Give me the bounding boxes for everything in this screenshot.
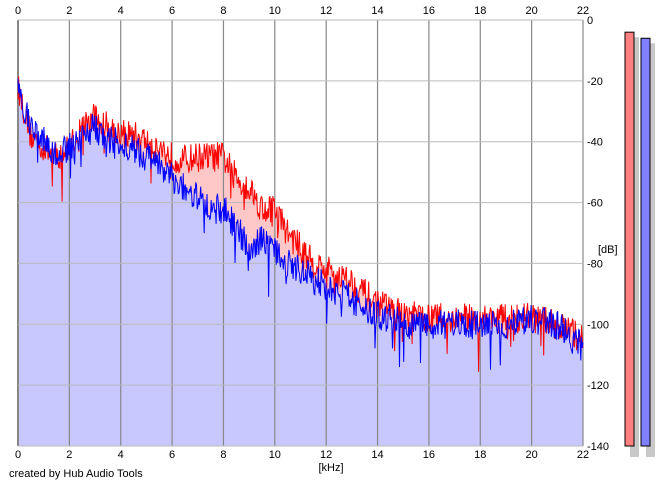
x-axis-label: [kHz] — [318, 462, 343, 474]
credit-text: created by Hub Audio Tools — [9, 468, 143, 480]
y-tick: -80 — [587, 258, 603, 270]
y-tick: -40 — [587, 137, 603, 149]
x-tick-bottom: 10 — [269, 449, 281, 461]
x-tick-top: 12 — [320, 5, 332, 17]
y-tick: -60 — [587, 198, 603, 210]
x-tick-bottom: 18 — [474, 449, 486, 461]
left-level-meter — [624, 31, 635, 447]
x-tick-bottom: 12 — [320, 449, 332, 461]
x-tick-bottom: 20 — [526, 449, 538, 461]
x-tick-bottom: 6 — [169, 449, 175, 461]
x-tick-bottom: 16 — [423, 449, 435, 461]
x-tick-bottom: 8 — [220, 449, 226, 461]
x-tick-bottom: 14 — [371, 449, 383, 461]
right-level-meter — [640, 37, 651, 447]
x-tick-top: 2 — [66, 5, 72, 17]
x-tick-bottom: 22 — [577, 449, 589, 461]
y-axis-label: [dB] — [598, 244, 618, 256]
x-tick-bottom: 2 — [66, 449, 72, 461]
x-tick-bottom: 4 — [118, 449, 124, 461]
x-tick-bottom: 0 — [15, 449, 21, 461]
y-tick: -120 — [587, 380, 609, 392]
y-tick: -20 — [587, 76, 603, 88]
series-line-1 — [17, 78, 584, 370]
x-tick-top: 22 — [577, 5, 589, 17]
y-tick: -100 — [587, 319, 609, 331]
x-tick-top: 10 — [269, 5, 281, 17]
x-tick-top: 8 — [220, 5, 226, 17]
x-tick-top: 4 — [118, 5, 124, 17]
x-tick-top: 20 — [526, 5, 538, 17]
x-tick-top: 0 — [15, 5, 21, 17]
x-tick-top: 16 — [423, 5, 435, 17]
x-tick-top: 14 — [371, 5, 383, 17]
y-tick: -140 — [587, 441, 609, 453]
y-tick: 0 — [587, 15, 593, 27]
x-tick-top: 18 — [474, 5, 486, 17]
series-fill-1 — [18, 78, 583, 446]
x-tick-top: 6 — [169, 5, 175, 17]
